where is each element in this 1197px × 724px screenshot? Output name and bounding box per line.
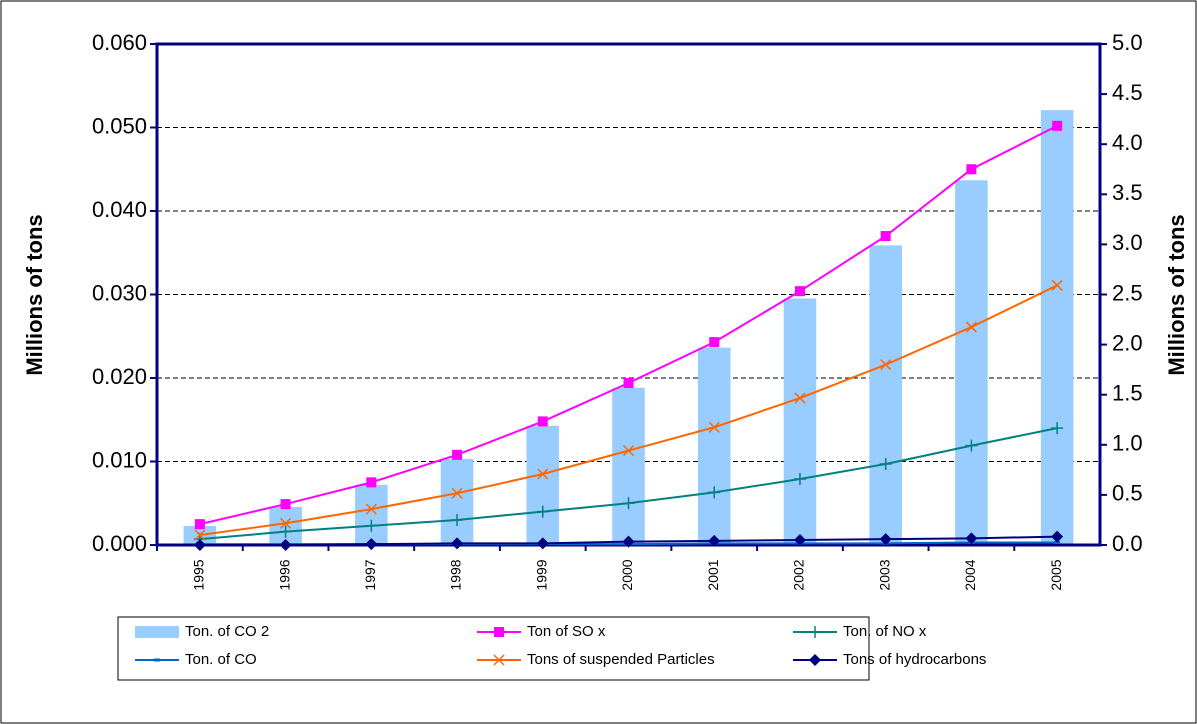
y-tick-label: 0.000 [92, 531, 147, 556]
x-tick-label: 2002 [791, 559, 807, 590]
point [1051, 279, 1063, 291]
point [622, 445, 635, 457]
point [537, 468, 549, 480]
x-tick-label: 2001 [705, 559, 721, 590]
bar [526, 425, 560, 545]
y2-tick-label: 4.0 [1112, 130, 1143, 155]
y2-tick-label: 3.0 [1112, 230, 1143, 255]
bar [955, 180, 988, 545]
x-tick-label: 2003 [876, 559, 892, 590]
y-tick-label: 0.060 [92, 30, 147, 55]
point [280, 517, 292, 529]
point [280, 499, 291, 510]
point [1052, 120, 1063, 131]
y2-tick-label: 5.0 [1112, 30, 1143, 55]
point [365, 538, 378, 551]
point [536, 537, 549, 550]
x-tick-label: 1996 [276, 559, 292, 590]
point [366, 477, 377, 488]
point [451, 487, 463, 499]
point [1051, 422, 1064, 435]
x-tick-label: 1995 [191, 559, 207, 590]
bar [440, 458, 474, 545]
bar [612, 387, 645, 545]
y2-tick-label: 0.5 [1112, 481, 1143, 506]
bar [697, 347, 731, 545]
point [794, 286, 805, 297]
point [536, 505, 549, 518]
x-tick-label: 1998 [448, 559, 464, 590]
point [279, 539, 292, 551]
y-tick-label: 0.020 [92, 364, 147, 389]
legend-marker [494, 627, 504, 637]
point [708, 486, 721, 499]
point [452, 449, 463, 460]
point [365, 503, 377, 515]
point [793, 473, 806, 486]
point [623, 378, 634, 389]
point [1051, 530, 1064, 543]
y-axis-title: Millions of tons [22, 214, 47, 375]
x-tick-label: 2000 [619, 559, 635, 590]
y2-axis-title: Millions of tons [1164, 214, 1189, 375]
legend-label: Tons of suspended Particles [527, 651, 715, 668]
point [966, 164, 977, 175]
point [622, 535, 635, 548]
point [451, 513, 464, 526]
point [709, 337, 720, 348]
y2-tick-label: 2.0 [1112, 330, 1143, 355]
point [879, 533, 892, 546]
y2-tick-label: 1.0 [1112, 431, 1143, 456]
y-tick-label: 0.030 [92, 280, 147, 305]
legend-label: Ton. of CO 2 [185, 623, 269, 640]
x-tick-label: 1997 [362, 559, 378, 590]
point [965, 532, 978, 545]
legend-marker [493, 654, 505, 666]
point [194, 529, 206, 541]
point [879, 458, 892, 471]
y2-tick-label: 1.5 [1112, 381, 1143, 406]
point [880, 231, 891, 242]
bar [869, 245, 902, 546]
point [194, 519, 205, 530]
y2-tick-label: 0.0 [1112, 531, 1143, 556]
point [965, 321, 977, 333]
point [880, 359, 892, 371]
point [451, 537, 464, 550]
y2-tick-label: 3.5 [1112, 180, 1143, 205]
legend-swatch [135, 626, 179, 638]
bar [1040, 110, 1074, 545]
y-tick-label: 0.010 [92, 447, 147, 472]
legend-box [117, 616, 870, 681]
point [365, 519, 378, 532]
point [537, 416, 548, 427]
x-tick-label: 2004 [962, 559, 978, 590]
x-tick-label: 1999 [533, 559, 549, 590]
x-tick-label: 2005 [1048, 559, 1064, 590]
point [794, 392, 806, 404]
y-tick-label: 0.040 [92, 197, 147, 222]
bar [355, 484, 388, 545]
point [708, 421, 720, 433]
point [965, 439, 978, 452]
legend-label: Ton. of CO [185, 651, 257, 668]
legend-marker [809, 626, 821, 638]
legend-label: Tons of hydrocarbons [843, 651, 986, 668]
point [622, 497, 635, 510]
bar [783, 298, 817, 545]
point [279, 525, 292, 538]
legend-marker [809, 654, 821, 666]
y-tick-label: 0.050 [92, 113, 147, 138]
legend-label: Ton of SO x [527, 623, 606, 640]
y2-tick-label: 2.5 [1112, 280, 1143, 305]
point [793, 533, 806, 546]
point [193, 539, 206, 551]
y2-tick-label: 4.5 [1112, 80, 1143, 105]
point [708, 534, 721, 547]
legend-label: Ton. of NO x [843, 623, 927, 640]
